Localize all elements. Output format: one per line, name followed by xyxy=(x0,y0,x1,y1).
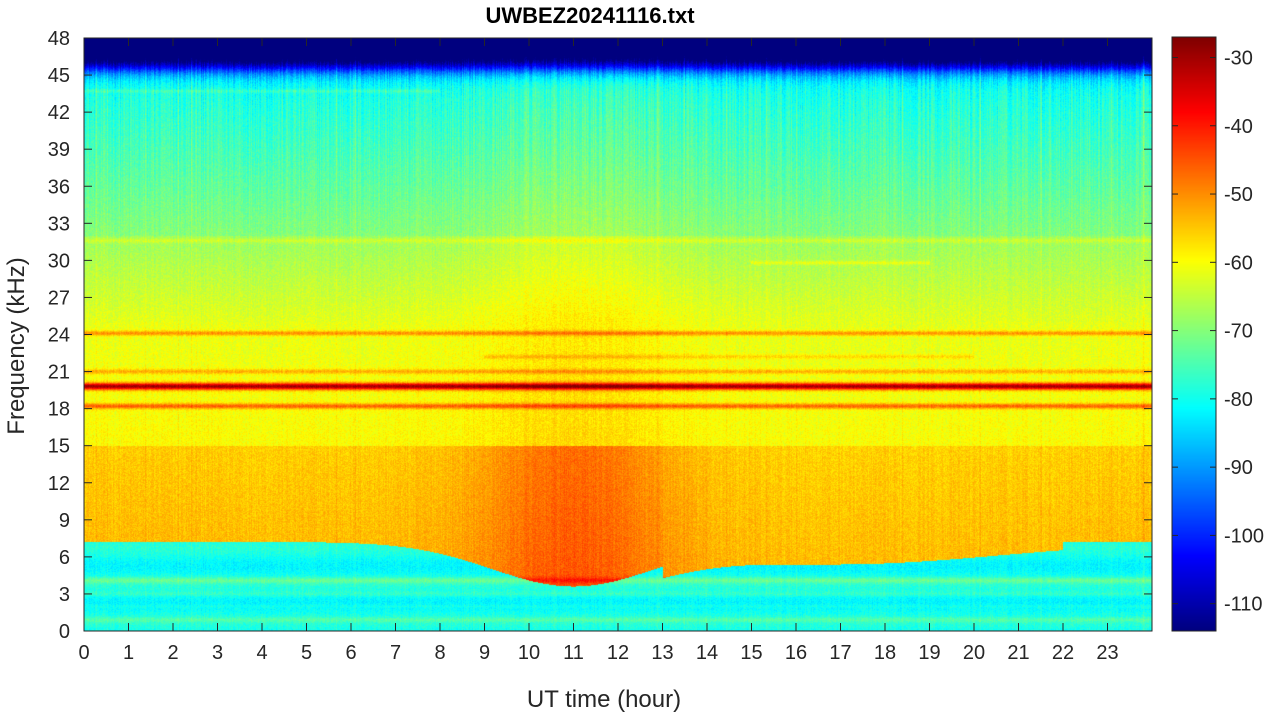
x-tick-label: 4 xyxy=(256,642,267,664)
x-axis-label: UT time (hour) xyxy=(527,686,681,713)
colorbar-ticks: -30 -40 -50 -60 -70 -80 -90 -100 -110 xyxy=(1172,47,1264,616)
x-tick-label: 2 xyxy=(167,642,178,664)
x-tick-label: 12 xyxy=(607,642,629,664)
y-tick-label: 15 xyxy=(48,436,70,458)
chart-title: UWBEZ20241116.txt xyxy=(485,3,695,28)
y-tick-label: 45 xyxy=(48,65,70,87)
x-tick-label: 13 xyxy=(651,642,673,664)
colorbar-frame xyxy=(1171,36,1217,632)
y-tick-label: 21 xyxy=(48,362,70,384)
x-tick-label: 3 xyxy=(212,642,223,664)
x-axis-ticks: 0 1 2 3 4 5 6 7 8 9 10 11 12 13 14 15 16 17 18 19 20 21 22 23 xyxy=(78,38,1119,664)
colorbar-tick-label: -70 xyxy=(1224,321,1253,343)
y-tick-label: 39 xyxy=(48,139,70,161)
x-tick-label: 16 xyxy=(785,642,807,664)
x-tick-label: 5 xyxy=(301,642,312,664)
x-tick-label: 15 xyxy=(740,642,762,664)
y-tick-label: 36 xyxy=(48,176,70,198)
x-tick-label: 8 xyxy=(434,642,445,664)
y-axis-label: Frequency (kHz) xyxy=(3,257,30,434)
y-tick-label: 33 xyxy=(48,213,70,235)
plot-frame xyxy=(83,37,1153,632)
x-tick-label: 18 xyxy=(874,642,896,664)
colorbar-tick-label: -100 xyxy=(1224,525,1264,547)
x-tick-label: 11 xyxy=(563,642,584,664)
x-tick-label: 7 xyxy=(390,642,401,664)
x-tick-label: 6 xyxy=(345,642,356,664)
x-tick-label: 17 xyxy=(829,642,851,664)
y-tick-label: 24 xyxy=(48,325,70,347)
spectrogram-image xyxy=(84,38,1152,631)
x-tick-label: 23 xyxy=(1096,642,1118,664)
y-tick-label: 12 xyxy=(48,473,70,495)
x-tick-label: 20 xyxy=(963,642,985,664)
y-tick-label: 18 xyxy=(48,399,70,421)
y-tick-label: 6 xyxy=(59,547,70,569)
x-tick-label: 1 xyxy=(123,642,134,664)
y-tick-label: 30 xyxy=(48,250,70,272)
x-tick-label: 22 xyxy=(1052,642,1074,664)
y-tick-label: 9 xyxy=(59,510,70,532)
x-tick-label: 9 xyxy=(479,642,490,664)
x-tick-label: 0 xyxy=(78,642,89,664)
colorbar-tick-label: -110 xyxy=(1224,594,1263,616)
y-tick-label: 42 xyxy=(48,102,70,124)
colorbar-tick-label: -60 xyxy=(1224,252,1253,274)
colorbar-tick-label: -90 xyxy=(1224,457,1253,479)
x-tick-label: 14 xyxy=(696,642,718,664)
x-tick-label: 21 xyxy=(1007,642,1029,664)
colorbar-tick-label: -40 xyxy=(1224,116,1253,138)
x-tick-label: 10 xyxy=(518,642,540,664)
y-tick-label: 3 xyxy=(59,584,70,606)
y-tick-label: 0 xyxy=(59,621,70,643)
colorbar-tick-label: -80 xyxy=(1224,389,1253,411)
colorbar-gradient xyxy=(1172,37,1216,631)
y-tick-label: 27 xyxy=(48,287,70,309)
colorbar-tick-label: -50 xyxy=(1224,184,1253,206)
colorbar-tick-label: -30 xyxy=(1224,47,1253,69)
y-tick-label: 48 xyxy=(48,28,70,50)
x-tick-label: 19 xyxy=(918,642,940,664)
